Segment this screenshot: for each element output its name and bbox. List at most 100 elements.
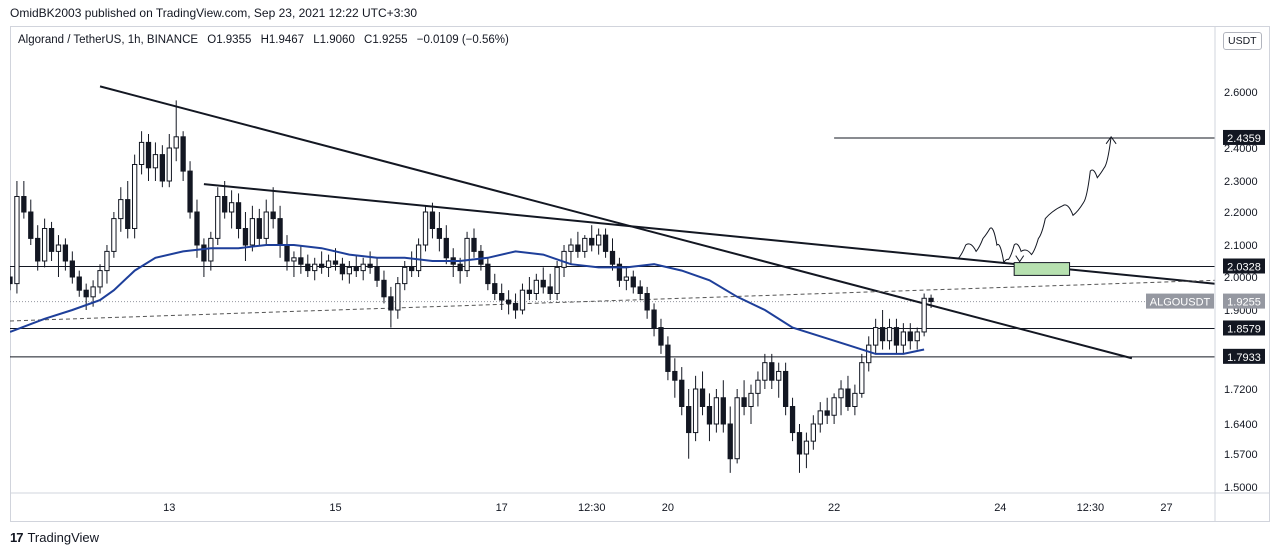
- candle-body-14: [104, 250, 110, 272]
- ma-line: [10, 244, 925, 355]
- candle-body-41: [291, 257, 297, 262]
- candle-body-107: [748, 392, 754, 407]
- y-tick-label-10: 1.5000: [1224, 482, 1258, 494]
- candle-body-60: [422, 211, 429, 246]
- candle-body-33: [235, 202, 242, 229]
- candle-body-80: [561, 250, 567, 268]
- candle-body-102: [713, 397, 720, 425]
- candle-body-89: [623, 276, 629, 281]
- candle-body-63: [443, 237, 449, 259]
- candle-body-32: [228, 202, 235, 213]
- candle-body-120: [838, 388, 844, 399]
- candle-body-79: [554, 266, 560, 294]
- candle-body-100: [699, 388, 706, 407]
- candle-body-73: [512, 302, 519, 311]
- candle-body-101: [706, 406, 713, 425]
- y-tick-label-7: 1.7200: [1224, 384, 1258, 396]
- y-tick-label-1: 2.4000: [1224, 143, 1258, 155]
- price-label-bg-0: [1223, 129, 1265, 145]
- candle-body-39: [277, 218, 283, 246]
- candle-body-34: [242, 228, 249, 246]
- legend-open: O1.9355: [207, 34, 252, 46]
- candle-body-11: [83, 289, 89, 298]
- candle-body-95: [665, 344, 671, 372]
- candle-body-82: [575, 244, 581, 252]
- legend-low: L1.9060: [313, 34, 355, 46]
- candle-body-86: [602, 234, 609, 252]
- candle-body-98: [686, 406, 692, 434]
- candle-body-47: [332, 260, 339, 265]
- moving-average: [10, 244, 925, 355]
- candle-body-112: [782, 370, 789, 408]
- price-label-bg-4: [1223, 320, 1265, 336]
- trendline-minor-resistance: [203, 183, 1215, 285]
- candle-body-17: [125, 199, 131, 230]
- candle-body-131: [914, 331, 920, 342]
- candle-body-126: [879, 327, 886, 342]
- candle-body-56: [395, 283, 401, 311]
- candle-body-55: [388, 296, 394, 311]
- candle-body-1: [14, 196, 20, 285]
- candle-body-122: [852, 392, 858, 407]
- candle-body-19: [138, 141, 145, 165]
- price-labels: 2.4359 2.0328 ALGOUSDT 1.9255 1.8579 1.7933: [1146, 129, 1265, 364]
- trendline-dashed-support: [10, 279, 1215, 322]
- candle-body-117: [817, 410, 823, 425]
- footer-brand-text: TradingView: [27, 530, 100, 545]
- x-tick-label-4: 20: [662, 502, 674, 514]
- candle-body-104: [727, 423, 733, 460]
- y-tick-label-5: 2.0000: [1224, 272, 1258, 284]
- candle-body-115: [803, 440, 810, 455]
- entry-arrowhead: [1015, 255, 1025, 263]
- candle-body-118: [824, 410, 830, 416]
- candle-body-26: [187, 170, 193, 213]
- currency-selector[interactable]: USDT: [1223, 32, 1262, 50]
- candle-body-90: [630, 276, 636, 288]
- candle-body-133: [928, 297, 934, 303]
- candle-body-30: [215, 196, 221, 239]
- candle-body-28: [201, 244, 207, 262]
- y-tick-label-4: 2.1000: [1224, 240, 1258, 252]
- candle-body-62: [436, 228, 443, 239]
- candle-body-2: [21, 196, 27, 213]
- legend-high: H1.9467: [260, 34, 305, 46]
- candle-body-38: [270, 211, 276, 220]
- projection-path: [958, 136, 1112, 265]
- candle-body-22: [159, 154, 166, 182]
- symbol-price-tag: ALGOUSDT: [1150, 297, 1211, 309]
- symbol-legend: Algorand / TetherUS, 1h, BINANCE O1.9355…: [18, 34, 515, 46]
- candle-body-132: [921, 297, 927, 333]
- candle-body-83: [582, 237, 588, 252]
- annotation-drawing: [958, 135, 1117, 265]
- candle-body-81: [568, 244, 574, 252]
- candle-body-43: [305, 263, 311, 272]
- candle-body-105: [734, 397, 740, 460]
- axes: 2.60002.40002.30002.20002.10002.00001.90…: [10, 27, 1269, 521]
- candle-body-15: [111, 218, 117, 252]
- candles: [10, 100, 934, 473]
- x-tick-label-6: 24: [994, 502, 1006, 514]
- candle-body-24: [173, 136, 179, 149]
- candle-body-124: [866, 344, 872, 364]
- candle-body-109: [762, 362, 768, 381]
- x-tick-label-8: 27: [1160, 502, 1172, 514]
- x-tick-label-7: 12:30: [1077, 502, 1105, 514]
- x-tick-label-3: 12:30: [578, 502, 606, 514]
- candle-body-111: [776, 370, 782, 381]
- candle-body-3: [28, 211, 34, 239]
- candle-body-0: [10, 276, 13, 285]
- candle-body-92: [644, 293, 650, 311]
- candle-body-8: [62, 244, 69, 262]
- candle-body-51: [360, 263, 366, 272]
- legend-change: −0.0109 (−0.56%): [416, 34, 509, 46]
- price-label-3: 1.9255: [1227, 297, 1261, 309]
- candle-body-91: [637, 286, 643, 294]
- candle-body-77: [540, 279, 546, 288]
- candle-body-128: [893, 327, 900, 346]
- price-label-bg-1: [1223, 258, 1265, 274]
- candle-body-59: [415, 244, 422, 272]
- projection-arrowhead: [1105, 135, 1117, 145]
- candle-body-93: [651, 309, 657, 329]
- candle-body-75: [526, 289, 533, 295]
